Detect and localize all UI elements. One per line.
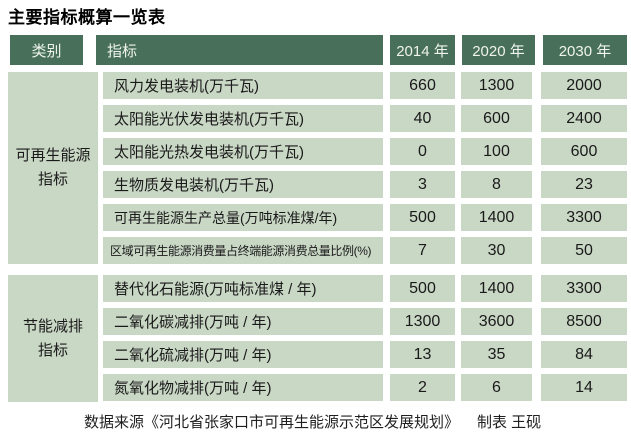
value-cell-2014: 2	[390, 374, 455, 401]
column-header-2030: 2030 年	[543, 35, 627, 65]
indicator-cell: 太阳能光热发电装机(万千瓦)	[103, 138, 383, 165]
value-cell-2030: 8500	[541, 308, 627, 335]
value-cell-2014: 500	[390, 275, 455, 302]
indicator-cell: 生物质发电装机(万千瓦)	[103, 171, 383, 198]
value-cell-2030: 50	[541, 237, 627, 264]
value-cell-2030: 3300	[541, 275, 627, 302]
value-cell-2014: 500	[390, 204, 455, 231]
value-cell-2030: 23	[541, 171, 627, 198]
value-cell-2030: 14	[541, 374, 627, 401]
indicator-cell: 风力发电装机(万千瓦)	[103, 72, 383, 99]
value-cell-2020: 35	[461, 341, 532, 368]
value-cell-2020: 1400	[461, 204, 532, 231]
category-label-line: 指标	[37, 341, 68, 359]
category-label-line: 指标	[37, 171, 68, 188]
value-cell-2014: 660	[390, 72, 455, 99]
value-cell-2030: 3300	[541, 204, 627, 231]
column-header-category: 类别	[10, 35, 83, 65]
page-title: 主要指标概算一览表	[8, 8, 166, 27]
column-header-indicator: 指标	[96, 35, 383, 65]
value-cell-2030: 2000	[541, 72, 627, 99]
category-cell-energy-saving-emission: 节能减排 指标	[8, 275, 98, 402]
value-cell-2020: 600	[461, 105, 532, 132]
value-cell-2020: 6	[461, 374, 532, 401]
value-cell-2020: 8	[461, 171, 532, 198]
value-cell-2014: 7	[390, 237, 455, 264]
indicator-cell: 二氧化硫减排(万吨 / 年)	[103, 341, 383, 368]
value-cell-2020: 30	[461, 237, 532, 264]
category-label-line: 可再生能源	[15, 147, 91, 164]
value-cell-2030: 2400	[541, 105, 627, 132]
indicator-cell: 可再生能源生产总量(万吨标准煤/年)	[103, 204, 383, 231]
credit-text: 制表 王砚	[477, 414, 542, 431]
value-cell-2030: 84	[541, 341, 627, 368]
indicator-cell: 太阳能光伏发电装机(万千瓦)	[103, 105, 383, 132]
value-cell-2014: 3	[390, 171, 455, 198]
column-header-2014: 2014 年	[390, 35, 455, 65]
table-footer: 数据来源《河北省张家口市可再生能源示范区发展规划》 制表 王砚	[84, 411, 541, 432]
value-cell-2020: 1300	[461, 72, 532, 99]
indicator-cell: 氮氧化物减排(万吨 / 年)	[103, 374, 383, 401]
indicator-cell: 替代化石能源(万吨标准煤 / 年)	[103, 275, 383, 302]
indicator-cell: 区域可再生能源消费量占终端能源消费总量比例(%)	[103, 237, 383, 264]
value-cell-2030: 600	[541, 138, 627, 165]
data-source-text: 数据来源《河北省张家口市可再生能源示范区发展规划》	[84, 414, 460, 431]
category-cell-renewable-energy: 可再生能源 指标	[8, 72, 98, 264]
value-cell-2014: 13	[390, 341, 455, 368]
column-header-2020: 2020 年	[462, 35, 535, 65]
value-cell-2014: 0	[390, 138, 455, 165]
indicator-cell: 二氧化碳减排(万吨 / 年)	[103, 308, 383, 335]
value-cell-2020: 1400	[461, 275, 532, 302]
category-label-line: 节能减排	[22, 317, 83, 335]
value-cell-2014: 40	[390, 105, 455, 132]
value-cell-2020: 3600	[461, 308, 532, 335]
value-cell-2014: 1300	[390, 308, 455, 335]
value-cell-2020: 100	[461, 138, 532, 165]
